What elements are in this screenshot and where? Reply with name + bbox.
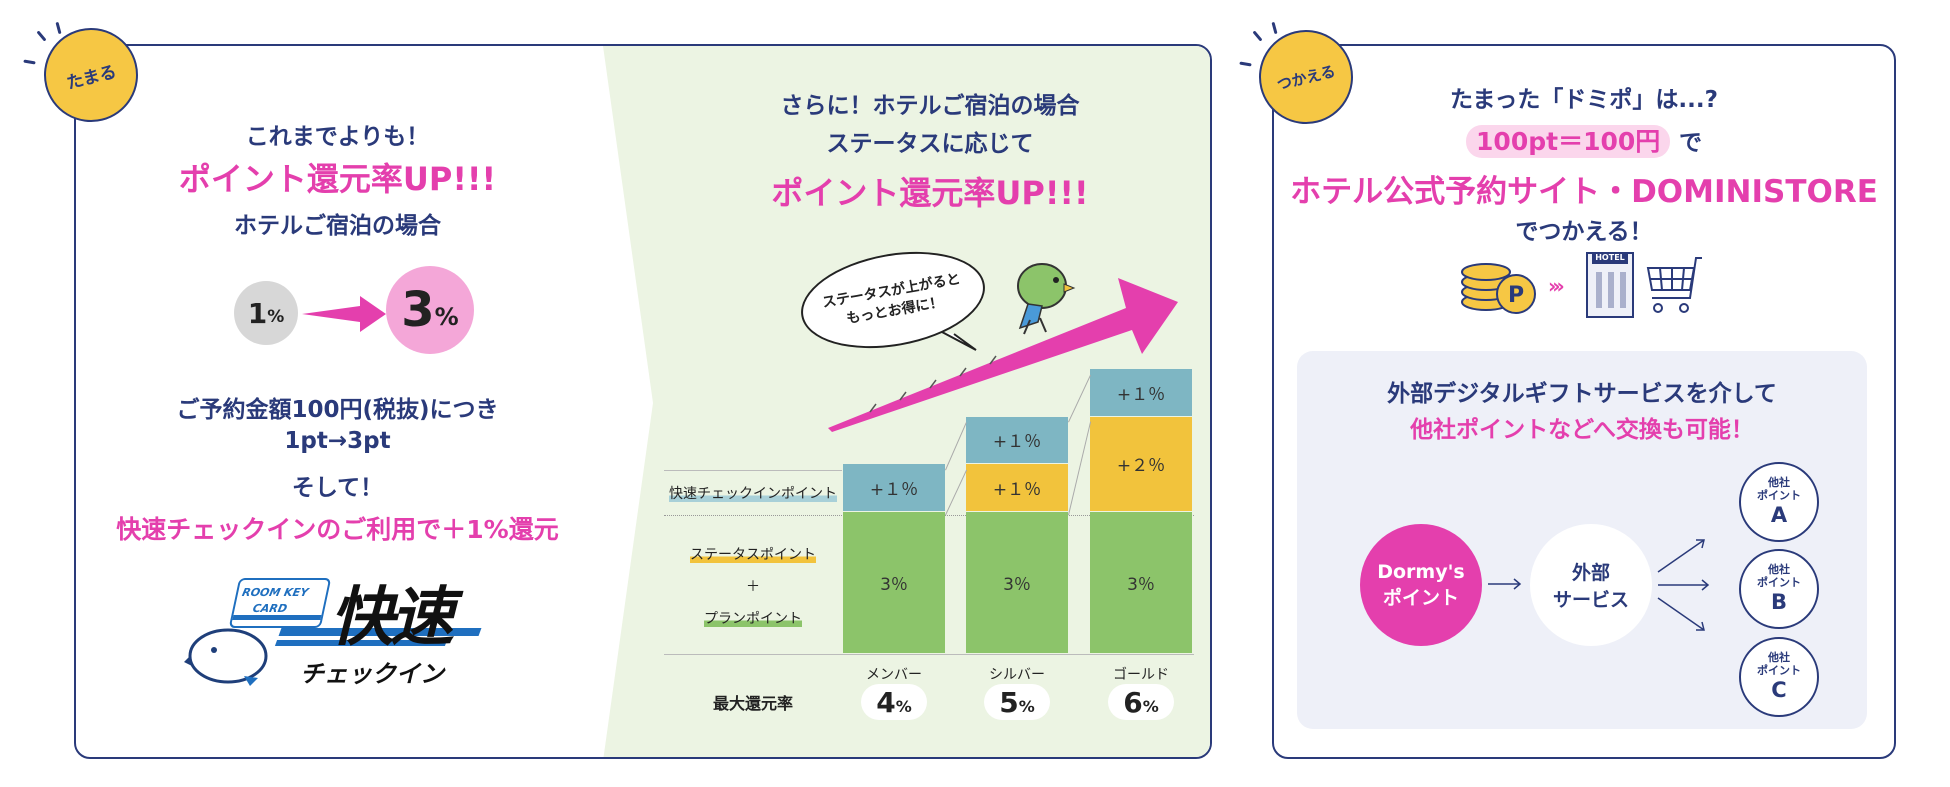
left-headline: ポイント還元率UP!!! bbox=[178, 160, 497, 198]
other-point-line2: ポイント bbox=[1757, 489, 1801, 503]
status-point-label: ステータスポイント bbox=[664, 544, 842, 564]
other-point-line2: ポイント bbox=[1757, 576, 1801, 590]
right-highlight-row: 100pt＝100円 で bbox=[1272, 122, 1896, 158]
checkin-logo-text: チェックイン bbox=[300, 660, 444, 688]
status-bar: +２％ bbox=[1090, 416, 1192, 511]
rising-arrow-icon bbox=[828, 278, 1178, 432]
rate-to-number: 3 bbox=[401, 282, 435, 338]
max-rate-pill: 6% bbox=[1108, 684, 1174, 720]
max-rate-number: 5 bbox=[999, 686, 1019, 719]
dormys-point-line1: Dormy's bbox=[1377, 560, 1465, 583]
rate-arrow-icon bbox=[302, 296, 386, 332]
checkin-point-label: 快速チェックインポイント bbox=[664, 483, 842, 503]
other-point-letter: A bbox=[1770, 502, 1788, 527]
hotel-building-icon: HOTEL bbox=[1586, 252, 1634, 318]
left-line3: そして！ bbox=[291, 475, 384, 501]
max-rate-label: 最大還元率 bbox=[712, 694, 793, 713]
max-rate-pill: 5% bbox=[984, 684, 1050, 720]
max-rate-unit: % bbox=[895, 697, 912, 716]
chevrons-right-icon: ››› bbox=[1548, 274, 1565, 298]
other-point-line1: 他社 bbox=[1768, 563, 1790, 577]
checkin-point-label-text: 快速チェックインポイント bbox=[669, 486, 837, 502]
badge-spark-icon bbox=[36, 30, 47, 42]
arrow-right-icon bbox=[1488, 578, 1522, 590]
left-line4: 快速チェックインのご利用で＋1%還元 bbox=[116, 515, 559, 544]
category-label: シルバー bbox=[989, 667, 1045, 683]
plus-label: ＋ bbox=[746, 579, 760, 595]
bubble-tail bbox=[941, 331, 977, 351]
coins-icon: P bbox=[1461, 263, 1536, 314]
rate-highlight-suffix: で bbox=[1678, 130, 1702, 156]
left-line2: 1pt→3pt bbox=[284, 428, 391, 454]
rate-to-unit: % bbox=[434, 303, 459, 331]
max-rate-number: 6 bbox=[1123, 686, 1143, 719]
max-rate-number: 4 bbox=[876, 686, 896, 719]
max-rate-unit: % bbox=[1142, 697, 1159, 716]
left-intro: これまでよりも！ bbox=[245, 124, 430, 150]
row-divider bbox=[664, 654, 1194, 655]
card-label: CARD bbox=[251, 602, 289, 615]
checkin-bar: +１％ bbox=[843, 464, 945, 511]
badge-spark-icon bbox=[1239, 61, 1252, 67]
rate-from-circle: 1% bbox=[234, 281, 298, 345]
middle-headline: ポイント還元率UP!!! bbox=[771, 174, 1089, 212]
badge-spark-icon bbox=[1252, 30, 1263, 42]
category-label: メンバー bbox=[866, 667, 922, 683]
plan-status-bar: 3％ bbox=[1090, 511, 1192, 653]
room-key-card-icon: ROOM KEY CARD bbox=[228, 578, 332, 628]
hotel-sign-label: HOTEL bbox=[1592, 252, 1628, 264]
category-label: ゴールド bbox=[1113, 667, 1169, 683]
other-point-node: 他社 ポイント A bbox=[1739, 462, 1819, 542]
kaisoku-checkin-logo: ROOM KEY CARD 快速 チェックイン bbox=[180, 574, 520, 694]
other-point-line1: 他社 bbox=[1768, 476, 1790, 490]
dormys-point-node: Dormy's ポイント bbox=[1360, 524, 1482, 646]
middle-title2: ステータスに応じて bbox=[826, 131, 1034, 157]
right-line1: たまった「ドミポ」は...? bbox=[1450, 87, 1718, 113]
rate-highlight: 100pt＝100円 bbox=[1466, 125, 1671, 158]
rate-from-unit: % bbox=[267, 307, 285, 327]
max-rate-pill: 4% bbox=[861, 684, 927, 720]
left-line1: ご予約金額100円(税抜)につき bbox=[176, 397, 499, 423]
external-service-line2: サービス bbox=[1552, 589, 1629, 611]
badge-spark-icon bbox=[1271, 21, 1278, 35]
svg-text:P: P bbox=[1508, 283, 1524, 308]
branch-arrows-icon bbox=[1657, 539, 1710, 631]
gift-subtitle: 他社ポイントなどへ交換も可能！ bbox=[1410, 417, 1754, 443]
left-subhead: ホテルご宿泊の場合 bbox=[234, 213, 441, 239]
bird-mascot-icon bbox=[184, 628, 268, 686]
external-service-line1: 外部 bbox=[1571, 562, 1610, 584]
max-rate-unit: % bbox=[1018, 697, 1035, 716]
tamaru-badge-label: たまる bbox=[64, 61, 119, 94]
other-point-line1: 他社 bbox=[1768, 651, 1790, 665]
row-divider bbox=[664, 470, 842, 471]
external-service-node: 外部 サービス bbox=[1530, 524, 1652, 646]
rate-to-circle: 3% bbox=[386, 266, 474, 354]
room-key-label: ROOM KEY bbox=[240, 586, 310, 599]
plan-status-bar: 3％ bbox=[843, 511, 945, 653]
right-headline: ホテル公式予約サイト・DOMINISTORE bbox=[1290, 174, 1878, 210]
checkin-bar: +１％ bbox=[966, 416, 1068, 463]
badge-spark-icon bbox=[23, 59, 36, 65]
status-point-label-text: ステータスポイント bbox=[690, 547, 816, 563]
checkin-bar: +１％ bbox=[1090, 369, 1192, 416]
other-point-letter: B bbox=[1770, 589, 1787, 614]
green-bird-mascot-icon bbox=[1017, 263, 1076, 335]
plan-point-label: プランポイント bbox=[664, 608, 842, 628]
right-line3: でつかえる！ bbox=[1515, 219, 1653, 245]
gift-title: 外部デジタルギフトサービスを介して bbox=[1387, 381, 1777, 407]
shopping-cart-icon bbox=[1646, 257, 1702, 313]
status-bar: +１％ bbox=[966, 464, 1068, 511]
plan-point-label-text: プランポイント bbox=[704, 611, 802, 627]
other-point-letter: C bbox=[1771, 677, 1787, 702]
other-point-node: 他社 ポイント B bbox=[1739, 549, 1819, 629]
rate-from-number: 1 bbox=[247, 296, 268, 330]
kaisoku-logo-text: 快速 bbox=[330, 581, 454, 655]
other-point-node: 他社 ポイント C bbox=[1739, 637, 1819, 717]
middle-title1: さらに！ホテルご宿泊の場合 bbox=[780, 93, 1080, 119]
badge-spark-icon bbox=[55, 21, 62, 35]
plan-status-bar: 3％ bbox=[966, 511, 1068, 653]
other-point-line2: ポイント bbox=[1757, 664, 1801, 678]
dormys-point-line2: ポイント bbox=[1382, 586, 1459, 609]
